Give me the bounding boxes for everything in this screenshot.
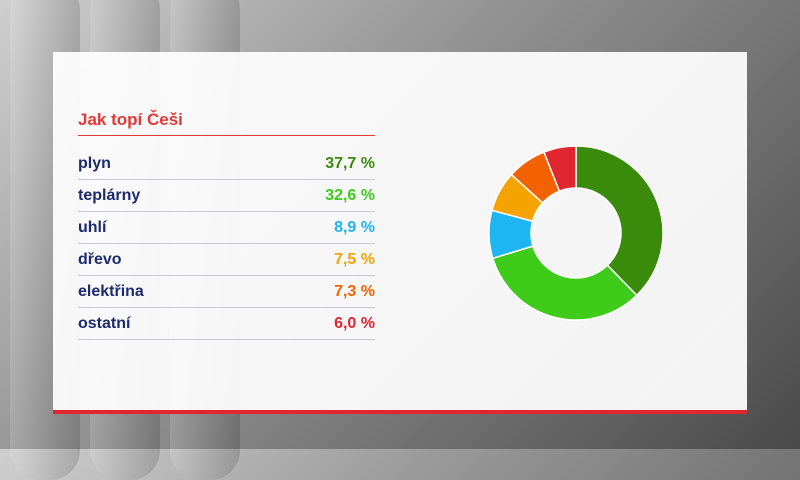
legend-row: dřevo 7,5 %: [78, 244, 375, 276]
legend-row: ostatní 6,0 %: [78, 308, 375, 340]
title-divider: [78, 135, 375, 136]
legend-value: 37,7 %: [325, 154, 375, 172]
legend-list: plyn 37,7 % teplárny 32,6 % uhlí 8,9 % d…: [78, 148, 375, 340]
legend-value: 32,6 %: [325, 186, 375, 204]
chart-title: Jak topí Češi: [78, 110, 183, 129]
legend-value: 6,0 %: [334, 314, 375, 332]
legend-row: teplárny 32,6 %: [78, 180, 375, 212]
legend-label: elektřina: [78, 282, 144, 300]
legend-value: 8,9 %: [334, 218, 375, 236]
donut-slice-teplárny: [491, 245, 638, 321]
legend-label: plyn: [78, 154, 111, 172]
donut-chart: [488, 145, 664, 321]
donut-slice-plyn: [575, 145, 664, 297]
legend-label: uhlí: [78, 218, 107, 236]
donut-slice-ostatní: [542, 145, 577, 193]
legend-label: dřevo: [78, 250, 122, 268]
legend-row: plyn 37,7 %: [78, 148, 375, 180]
legend-value: 7,5 %: [334, 250, 375, 268]
legend-value: 7,3 %: [334, 282, 375, 300]
legend-label: ostatní: [78, 314, 131, 332]
legend-label: teplárny: [78, 186, 141, 204]
infographic-panel: Jak topí Češi plyn 37,7 % teplárny 32,6 …: [53, 52, 747, 414]
legend-row: uhlí 8,9 %: [78, 212, 375, 244]
legend-row: elektřina 7,3 %: [78, 276, 375, 308]
